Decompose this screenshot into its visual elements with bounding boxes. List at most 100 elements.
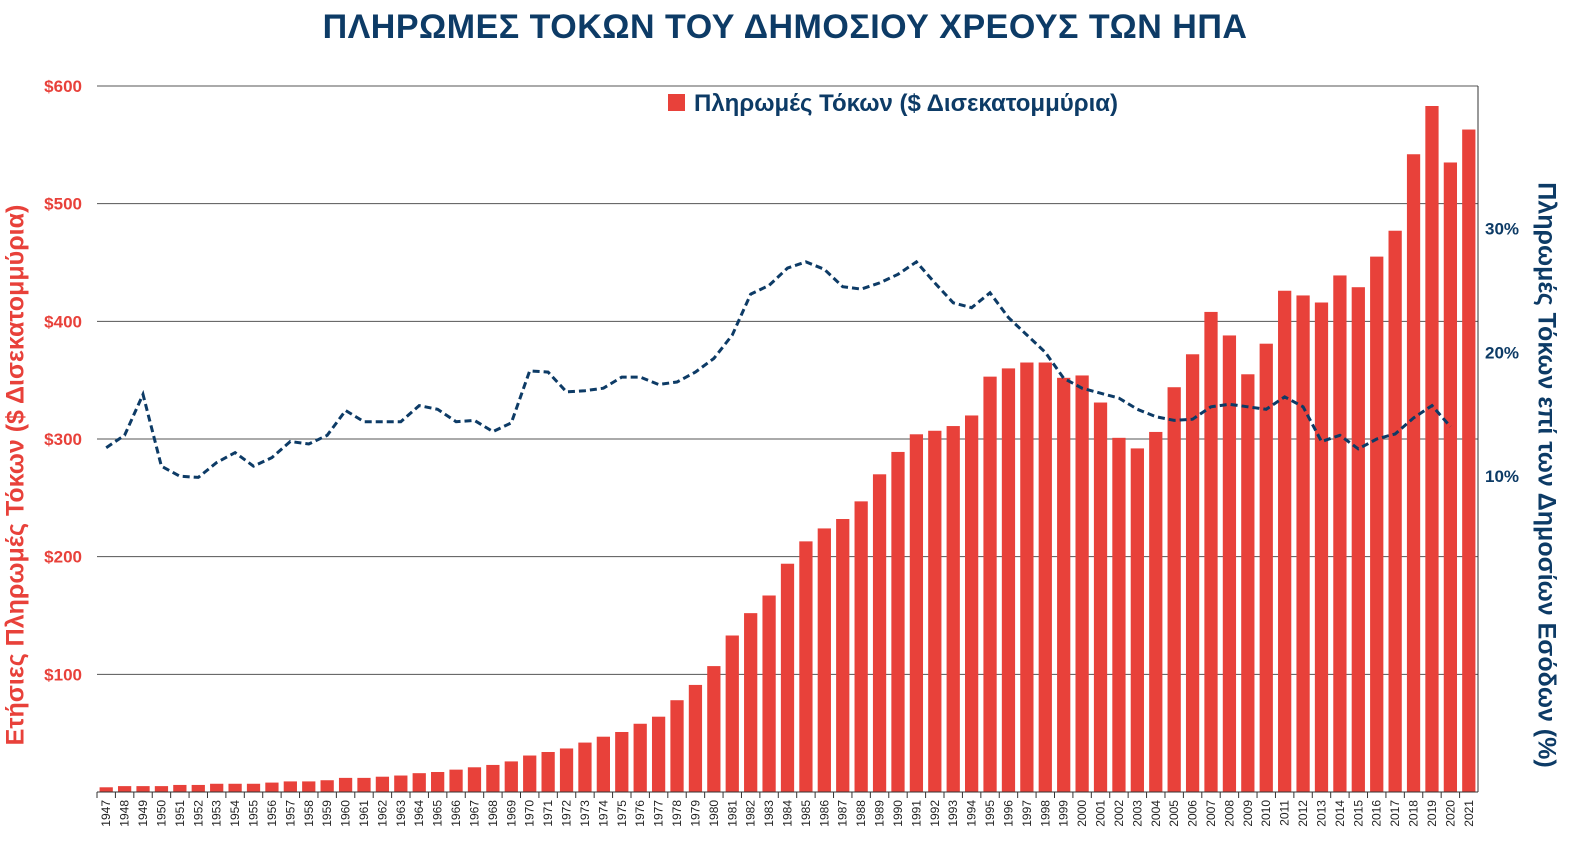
bar — [762, 595, 776, 792]
bar — [449, 769, 463, 792]
x-tick-label: 1959 — [320, 800, 334, 827]
bar — [338, 777, 353, 792]
x-tick-label: 1954 — [228, 800, 242, 827]
x-tick-label: 1970 — [523, 800, 537, 827]
x-tick-label: 1980 — [707, 800, 721, 827]
x-tick-label: 1982 — [744, 800, 758, 827]
x-tick-label: 1978 — [670, 800, 684, 827]
x-tick-label: 1993 — [946, 800, 960, 827]
line-series-path — [105, 259, 1452, 479]
x-tick-label: 1972 — [560, 800, 574, 827]
bar — [1314, 302, 1329, 792]
bar — [1351, 287, 1365, 792]
bar — [596, 736, 610, 792]
bar — [117, 786, 132, 792]
bar — [99, 787, 113, 792]
x-tick-label: 2002 — [1112, 800, 1126, 827]
x-tick-label: 1949 — [136, 800, 150, 827]
x-tick-label: 1983 — [762, 800, 776, 827]
bar — [1185, 354, 1200, 792]
bar — [965, 415, 979, 792]
x-tick-label: 1976 — [633, 800, 647, 827]
x-tick-label: 2007 — [1204, 800, 1218, 827]
bar — [246, 783, 261, 792]
bar — [688, 684, 703, 792]
bar — [633, 723, 647, 792]
x-tick-label: 1992 — [928, 800, 942, 827]
bar — [504, 761, 518, 792]
x-tick-label: 1964 — [412, 800, 426, 827]
x-tick-label: 1960 — [339, 800, 353, 827]
bar — [191, 784, 205, 792]
bar — [799, 541, 813, 792]
x-tick-label: 2004 — [1149, 800, 1163, 827]
y-tick-label-left: $600 — [44, 77, 82, 96]
x-tick-label: 1975 — [615, 800, 629, 827]
gridlines — [97, 85, 1478, 675]
bar — [302, 781, 316, 792]
x-tick-label: 2010 — [1259, 800, 1273, 827]
x-tick-label: 1991 — [909, 800, 923, 827]
x-tick-label: 1994 — [965, 800, 979, 827]
bar — [1093, 402, 1108, 792]
x-tick-label: 1995 — [983, 800, 997, 827]
x-tick-label: 1989 — [873, 800, 887, 827]
x-tick-label: 2000 — [1075, 800, 1089, 827]
x-tick-label: 1999 — [1057, 800, 1071, 827]
x-tick-label: 1966 — [449, 800, 463, 827]
x-tick-label: 1953 — [210, 800, 224, 827]
x-tick-label: 1956 — [265, 800, 279, 827]
bar — [375, 776, 390, 792]
x-tick-label: 1977 — [652, 800, 666, 827]
x-tick-label: 1948 — [118, 800, 132, 827]
x-tick-label: 2011 — [1278, 800, 1292, 826]
x-tick-label: 1979 — [688, 800, 702, 827]
line-series — [105, 259, 1452, 479]
bar — [559, 748, 574, 792]
bar — [265, 782, 279, 792]
bar — [1167, 387, 1181, 792]
bar — [615, 731, 629, 792]
bar — [1038, 362, 1052, 792]
x-tick-label: 1984 — [781, 800, 795, 827]
bar — [357, 777, 371, 792]
bar — [1075, 375, 1089, 792]
bar — [154, 786, 169, 792]
x-tick-label: 2019 — [1425, 800, 1439, 827]
y-tick-label-left: $400 — [44, 312, 82, 331]
bar — [1057, 377, 1071, 792]
bar — [872, 474, 887, 792]
x-tick-label: 2003 — [1130, 800, 1144, 827]
bar — [1130, 448, 1144, 792]
x-tick-label: 2021 — [1462, 800, 1476, 827]
bar — [780, 563, 795, 792]
x-tick-label: 1969 — [504, 800, 518, 827]
bar — [946, 426, 960, 792]
x-tick-label: 1947 — [99, 800, 113, 827]
bar — [1112, 437, 1126, 792]
x-tick-label: 1987 — [836, 800, 850, 827]
y-tick-label-right: 20% — [1485, 343, 1519, 362]
bar — [1149, 431, 1163, 792]
x-tick-label: 1986 — [817, 800, 831, 827]
x-tick-label: 1968 — [486, 800, 500, 827]
x-tick-label: 1997 — [1020, 800, 1034, 827]
x-tick-label: 1990 — [891, 800, 905, 827]
bar — [1001, 368, 1016, 792]
x-tick-label: 2008 — [1222, 800, 1236, 827]
x-tick-label: 1963 — [394, 800, 408, 827]
x-tick-label: 2015 — [1351, 800, 1365, 827]
bar — [854, 501, 868, 792]
bar — [1370, 256, 1384, 792]
bar-series — [99, 106, 1476, 793]
bar — [1296, 295, 1310, 792]
bar — [928, 430, 942, 792]
bar — [670, 700, 684, 792]
bar — [210, 783, 224, 792]
legend-label: Πληρωμές Τόκων ($ Δισεκατομμύρια) — [694, 90, 1118, 117]
x-tick-label: 2020 — [1443, 800, 1457, 827]
x-tick-label: 2017 — [1388, 800, 1402, 827]
x-tick-label: 2005 — [1167, 800, 1181, 827]
bar — [1462, 129, 1476, 792]
